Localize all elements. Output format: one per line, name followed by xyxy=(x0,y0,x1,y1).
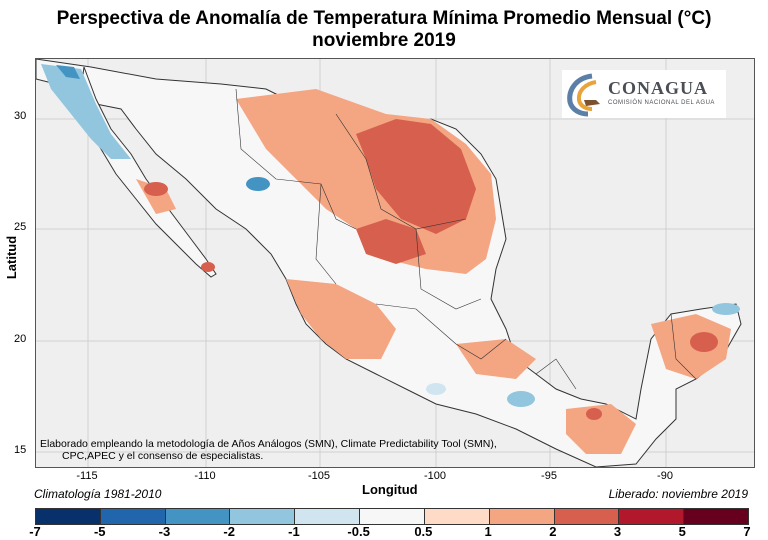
colorbar-tick-label: 7 xyxy=(743,524,751,539)
colorbar-bin xyxy=(424,509,490,524)
anomaly-cool-sierra xyxy=(246,177,270,191)
conagua-emblem-icon xyxy=(567,73,600,117)
map-panel xyxy=(35,58,755,468)
anomaly-warm-chiapas xyxy=(566,404,636,454)
ytick-label: 25 xyxy=(14,221,27,233)
colorbar xyxy=(35,508,749,525)
anomaly-warm-yucatan xyxy=(651,314,731,379)
ytick-label: 30 xyxy=(14,110,27,122)
colorbar-bin xyxy=(360,509,425,524)
anomaly-hot-baja xyxy=(144,182,168,196)
anomaly-hot-central xyxy=(356,219,426,264)
colorbar-bin xyxy=(619,509,685,524)
release-label: Liberado: noviembre 2019 xyxy=(608,487,748,501)
colorbar-tick-label: -0.5 xyxy=(347,524,370,539)
ytick-label: 15 xyxy=(14,444,27,456)
anomaly-hot-chihuahua xyxy=(356,119,476,234)
anomaly-cool-south xyxy=(426,383,446,395)
climatology-label: Climatología 1981-2010 xyxy=(34,487,162,501)
colorbar-tick-label: 5 xyxy=(678,524,686,539)
anomaly-hot-chiapas xyxy=(586,408,602,420)
state-boundaries xyxy=(235,88,697,390)
colorbar-tick-label: -7 xyxy=(29,524,41,539)
colorbar-tick-label: -3 xyxy=(158,524,171,539)
colorbar-bin xyxy=(230,509,296,524)
colorbar-tick-label: 0.5 xyxy=(414,524,433,539)
anomaly-cool-nw-inner xyxy=(56,65,80,79)
conagua-logo: CONAGUA COMISIÓN NACIONAL DEL AGUA xyxy=(562,70,726,118)
ytick-label: 20 xyxy=(14,333,27,345)
anomaly-warm-cabo xyxy=(201,262,215,272)
methodology-note: Elaborado empleando la metodología de Añ… xyxy=(40,438,497,462)
anomaly-warm-south xyxy=(456,339,536,379)
colorbar-bin xyxy=(100,509,166,524)
logo-subtitle: COMISIÓN NACIONAL DEL AGUA xyxy=(608,100,715,106)
xtick-label: -100 xyxy=(423,470,447,482)
xtick-label: -95 xyxy=(541,470,557,482)
xtick-label: -115 xyxy=(76,470,98,482)
colorbar-bin xyxy=(295,509,361,524)
anomaly-cool-nw xyxy=(41,64,131,159)
anomaly-cool-yuc xyxy=(712,303,740,315)
x-axis-title: Longitud xyxy=(362,482,418,497)
logo-name: CONAGUA xyxy=(608,78,708,98)
colorbar-bin xyxy=(165,509,231,524)
mexico-anomaly-map xyxy=(36,59,754,467)
xtick-label: -110 xyxy=(194,470,216,482)
y-axis-title: Latitud xyxy=(4,235,20,280)
colorbar-bin xyxy=(684,509,748,524)
colorbar-bin xyxy=(36,509,101,524)
anomaly-cool-oax xyxy=(507,391,535,407)
colorbar-tick-label: -5 xyxy=(93,524,106,539)
map-subtitle: noviembre 2019 xyxy=(312,30,456,51)
xtick-label: -90 xyxy=(657,470,673,482)
methodology-line-2: CPC,APEC y el consenso de especialistas. xyxy=(62,450,264,462)
anomaly-warm-west xyxy=(286,279,396,359)
colorbar-bin xyxy=(489,509,555,524)
colorbar-tick-label: 2 xyxy=(549,524,557,539)
colorbar-bin xyxy=(554,509,620,524)
colorbar-tick-label: -2 xyxy=(223,524,235,539)
anomaly-hot-yucatan xyxy=(690,332,718,352)
map-title: Perspectiva de Anomalía de Temperatura M… xyxy=(56,8,712,29)
methodology-line-1: Elaborado empleando la metodología de Añ… xyxy=(40,438,497,450)
colorbar-tick-label: -1 xyxy=(288,524,300,539)
xtick-label: -105 xyxy=(307,470,331,482)
colorbar-tick-label: 3 xyxy=(613,524,622,539)
colorbar-tick-label: 1 xyxy=(484,524,492,539)
